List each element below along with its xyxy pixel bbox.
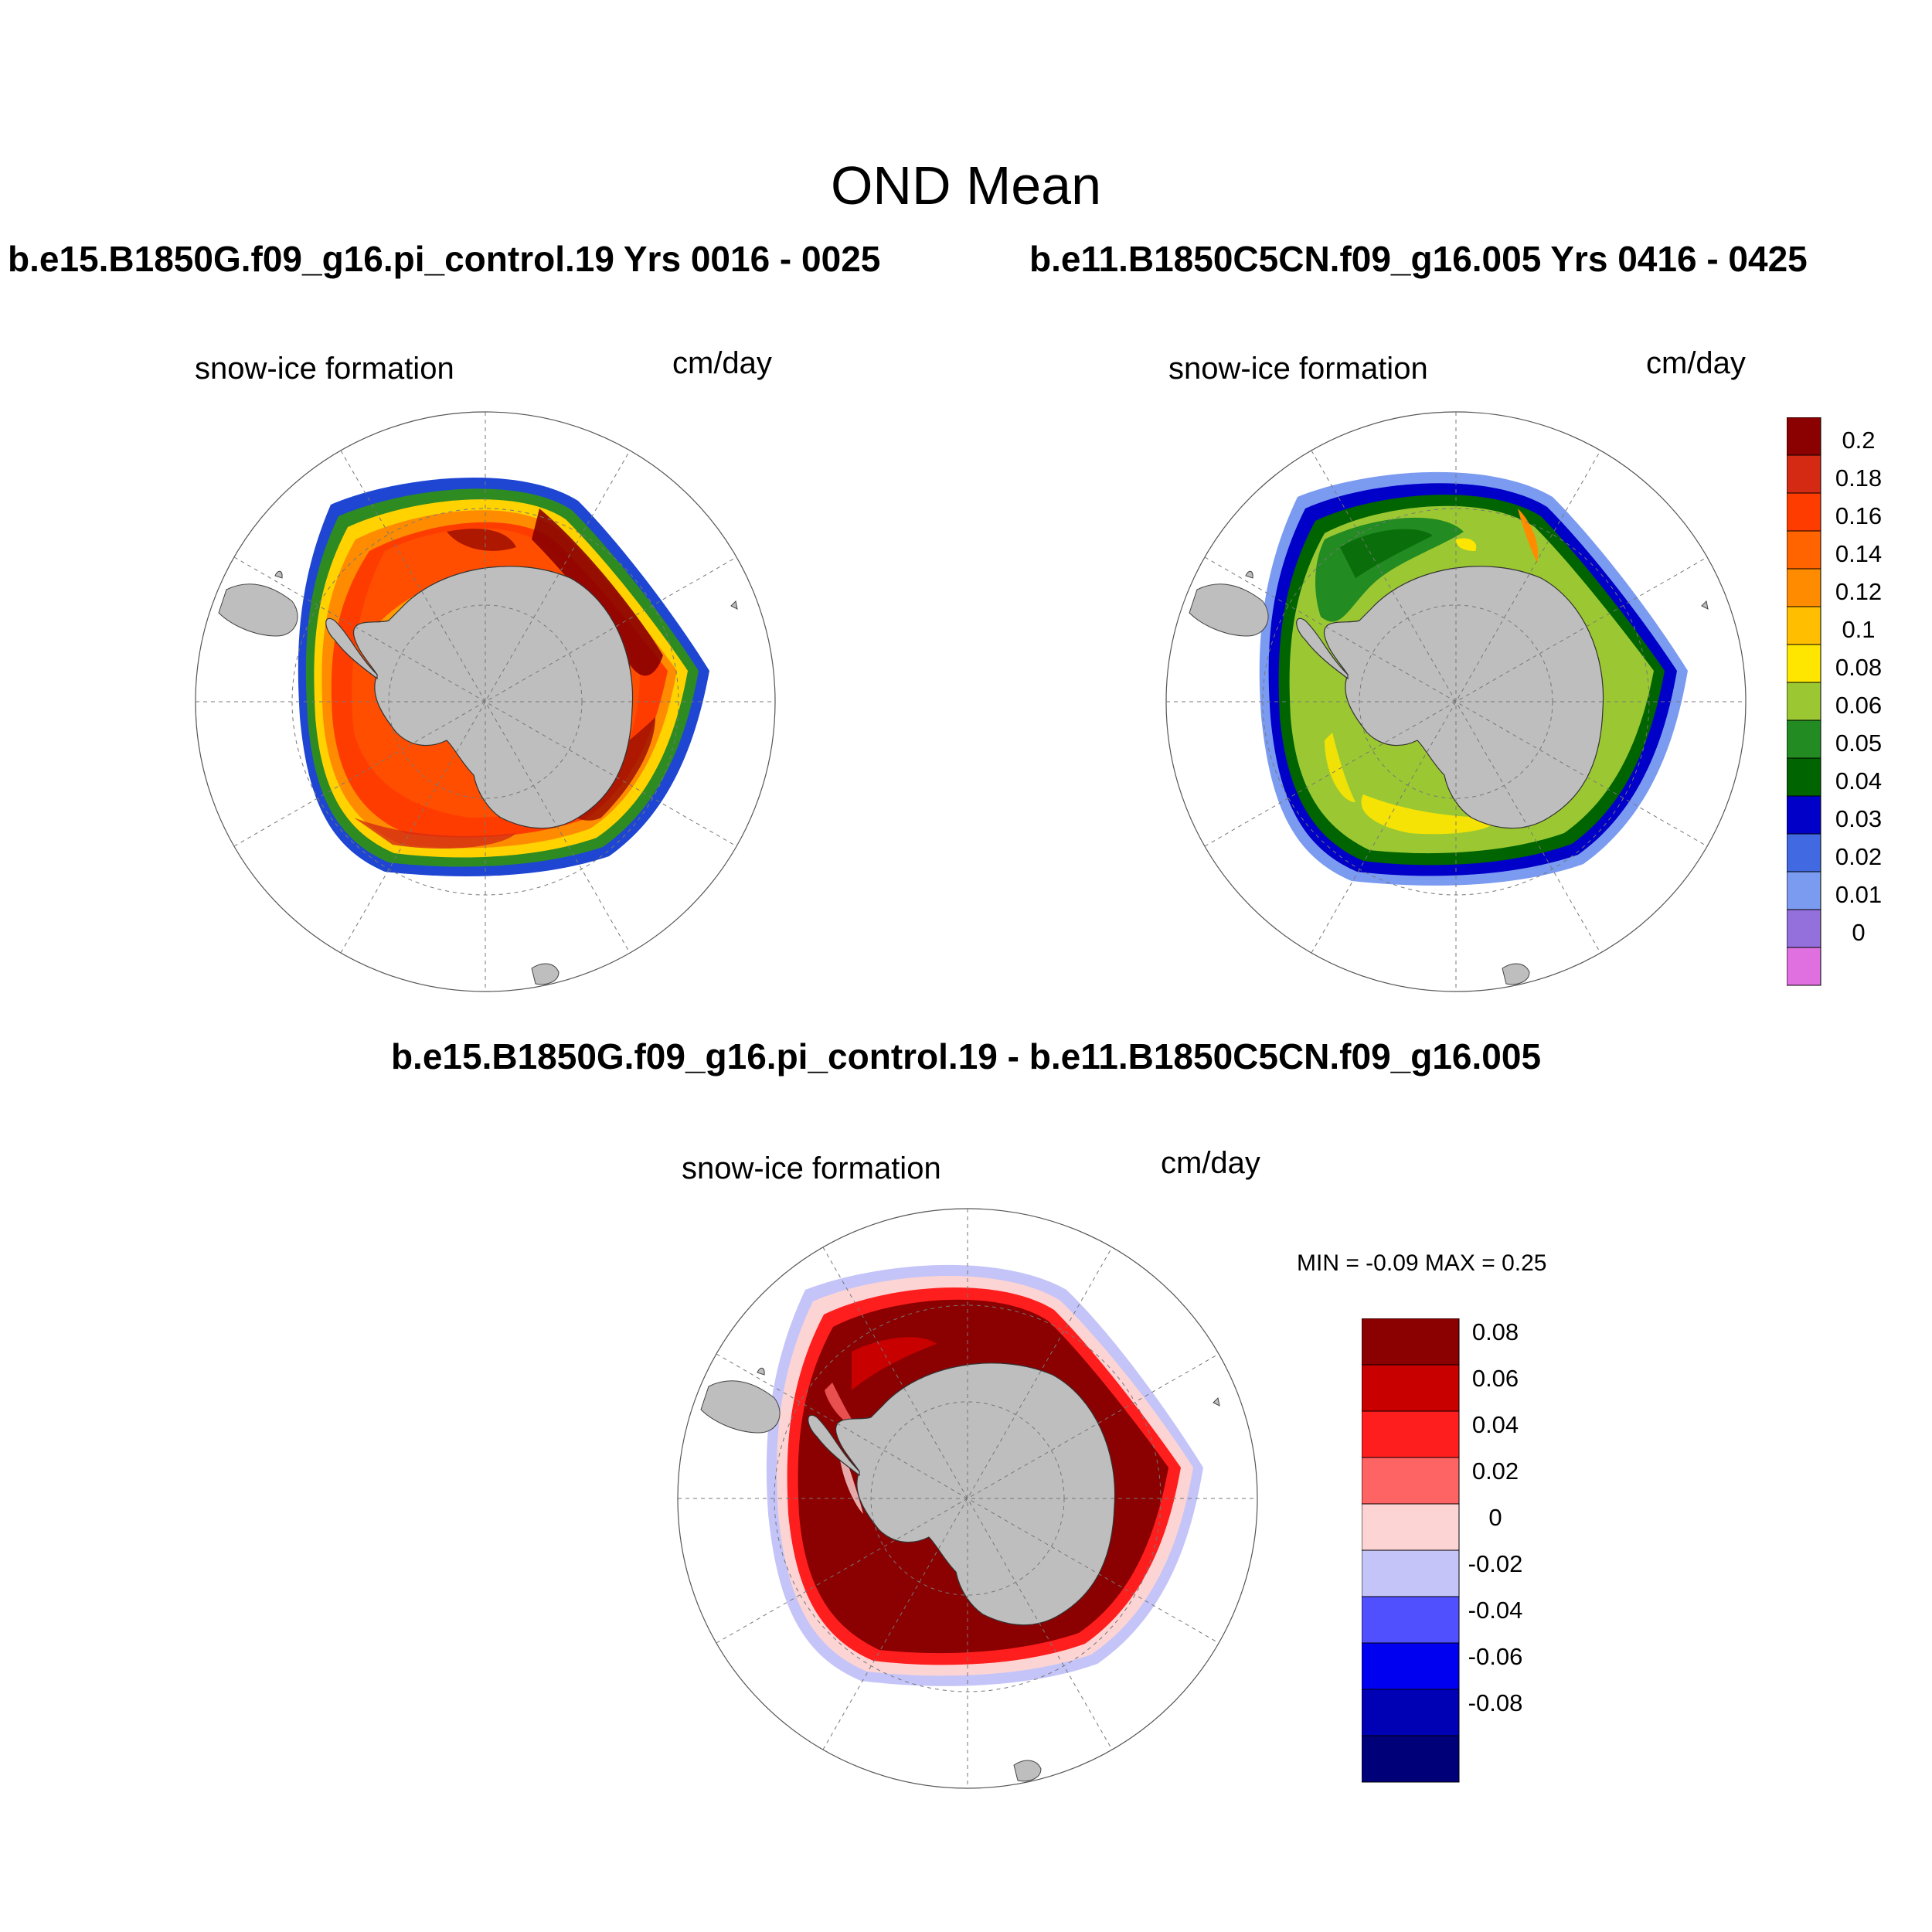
panel-3-units-label: cm/day (1161, 1146, 1260, 1180)
absolute-colorbar-tick-label: 0.18 (1835, 464, 1883, 492)
panel-2-case-title: b.e11.B1850C5CN.f09_g16.005 Yrs 0416 - 0… (1029, 239, 1808, 279)
difference-colorbar-swatch (1362, 1596, 1460, 1644)
absolute-colorbar-swatch (1787, 568, 1821, 607)
difference-colorbar-tick-label: -0.02 (1468, 1550, 1523, 1577)
absolute-colorbar (1787, 417, 1821, 986)
absolute-colorbar-tick-label: 0.05 (1835, 730, 1883, 757)
difference-colorbar-tick-label: -0.08 (1468, 1689, 1523, 1716)
difference-colorbar-tick-label: -0.04 (1468, 1597, 1523, 1624)
absolute-colorbar-swatch (1787, 530, 1821, 570)
difference-colorbar-swatch (1362, 1318, 1460, 1366)
absolute-colorbar-tick-label: 0.14 (1835, 540, 1883, 567)
difference-colorbar-swatch (1362, 1457, 1460, 1505)
absolute-colorbar-swatch (1787, 682, 1821, 721)
absolute-colorbar-tick-label: 0.08 (1835, 654, 1883, 681)
difference-colorbar-swatch (1362, 1689, 1460, 1736)
panel-1-map (195, 411, 776, 992)
absolute-colorbar-swatch (1787, 719, 1821, 759)
panel-2-map (1165, 411, 1747, 992)
absolute-colorbar-tick-label: 0.12 (1835, 578, 1883, 605)
absolute-colorbar-tick-label: 0.06 (1835, 692, 1883, 719)
difference-colorbar (1362, 1318, 1460, 1783)
absolute-colorbar-tick-label: 0.02 (1835, 843, 1883, 870)
panel-1-units-label: cm/day (672, 346, 772, 380)
panel-3-variable-label: snow-ice formation (682, 1151, 941, 1185)
difference-colorbar-swatch (1362, 1503, 1460, 1551)
difference-colorbar-swatch (1362, 1549, 1460, 1597)
absolute-colorbar-swatch (1787, 417, 1821, 456)
difference-colorbar-swatch (1362, 1642, 1460, 1690)
panel-1-variable-label: snow-ice formation (195, 352, 454, 386)
absolute-colorbar-swatch (1787, 947, 1821, 986)
panel-2-units-label: cm/day (1646, 346, 1746, 380)
difference-colorbar-tick-label: 0.06 (1471, 1365, 1519, 1392)
absolute-colorbar-swatch (1787, 644, 1821, 683)
absolute-colorbar-tick-label: 0.1 (1842, 616, 1876, 643)
absolute-colorbar-tick-label: 0.2 (1842, 427, 1876, 454)
difference-colorbar-tick-label: -0.06 (1468, 1643, 1523, 1670)
absolute-colorbar-swatch (1787, 492, 1821, 532)
difference-title: b.e15.B1850G.f09_g16.pi_control.19 - b.e… (390, 1036, 1542, 1077)
difference-colorbar-swatch (1362, 1364, 1460, 1412)
difference-colorbar-tick-label: 0 (1488, 1504, 1502, 1531)
min-max-label: MIN = -0.09 MAX = 0.25 (1297, 1250, 1547, 1276)
absolute-colorbar-tick-label: 0.16 (1835, 502, 1883, 529)
panel-3-difference-map (677, 1208, 1258, 1789)
panel-2-variable-label: snow-ice formation (1168, 352, 1428, 386)
absolute-colorbar-tick-label: 0 (1852, 919, 1866, 946)
difference-colorbar-tick-label: 0.02 (1471, 1458, 1519, 1485)
absolute-colorbar-tick-label: 0.01 (1835, 881, 1883, 908)
absolute-colorbar-swatch (1787, 757, 1821, 797)
difference-colorbar-tick-label: 0.04 (1471, 1411, 1519, 1438)
absolute-colorbar-tick-label: 0.04 (1835, 767, 1883, 794)
absolute-colorbar-swatch (1787, 795, 1821, 835)
difference-colorbar-swatch (1362, 1410, 1460, 1458)
difference-colorbar-swatch (1362, 1735, 1460, 1783)
absolute-colorbar-tick-label: 0.03 (1835, 805, 1883, 832)
main-title: OND Mean (830, 155, 1102, 216)
absolute-colorbar-swatch (1787, 606, 1821, 645)
difference-colorbar-tick-label: 0.08 (1471, 1318, 1519, 1345)
absolute-colorbar-swatch (1787, 909, 1821, 948)
panel-1-case-title: b.e15.B1850G.f09_g16.pi_control.19 Yrs 0… (8, 239, 881, 279)
absolute-colorbar-swatch (1787, 833, 1821, 872)
